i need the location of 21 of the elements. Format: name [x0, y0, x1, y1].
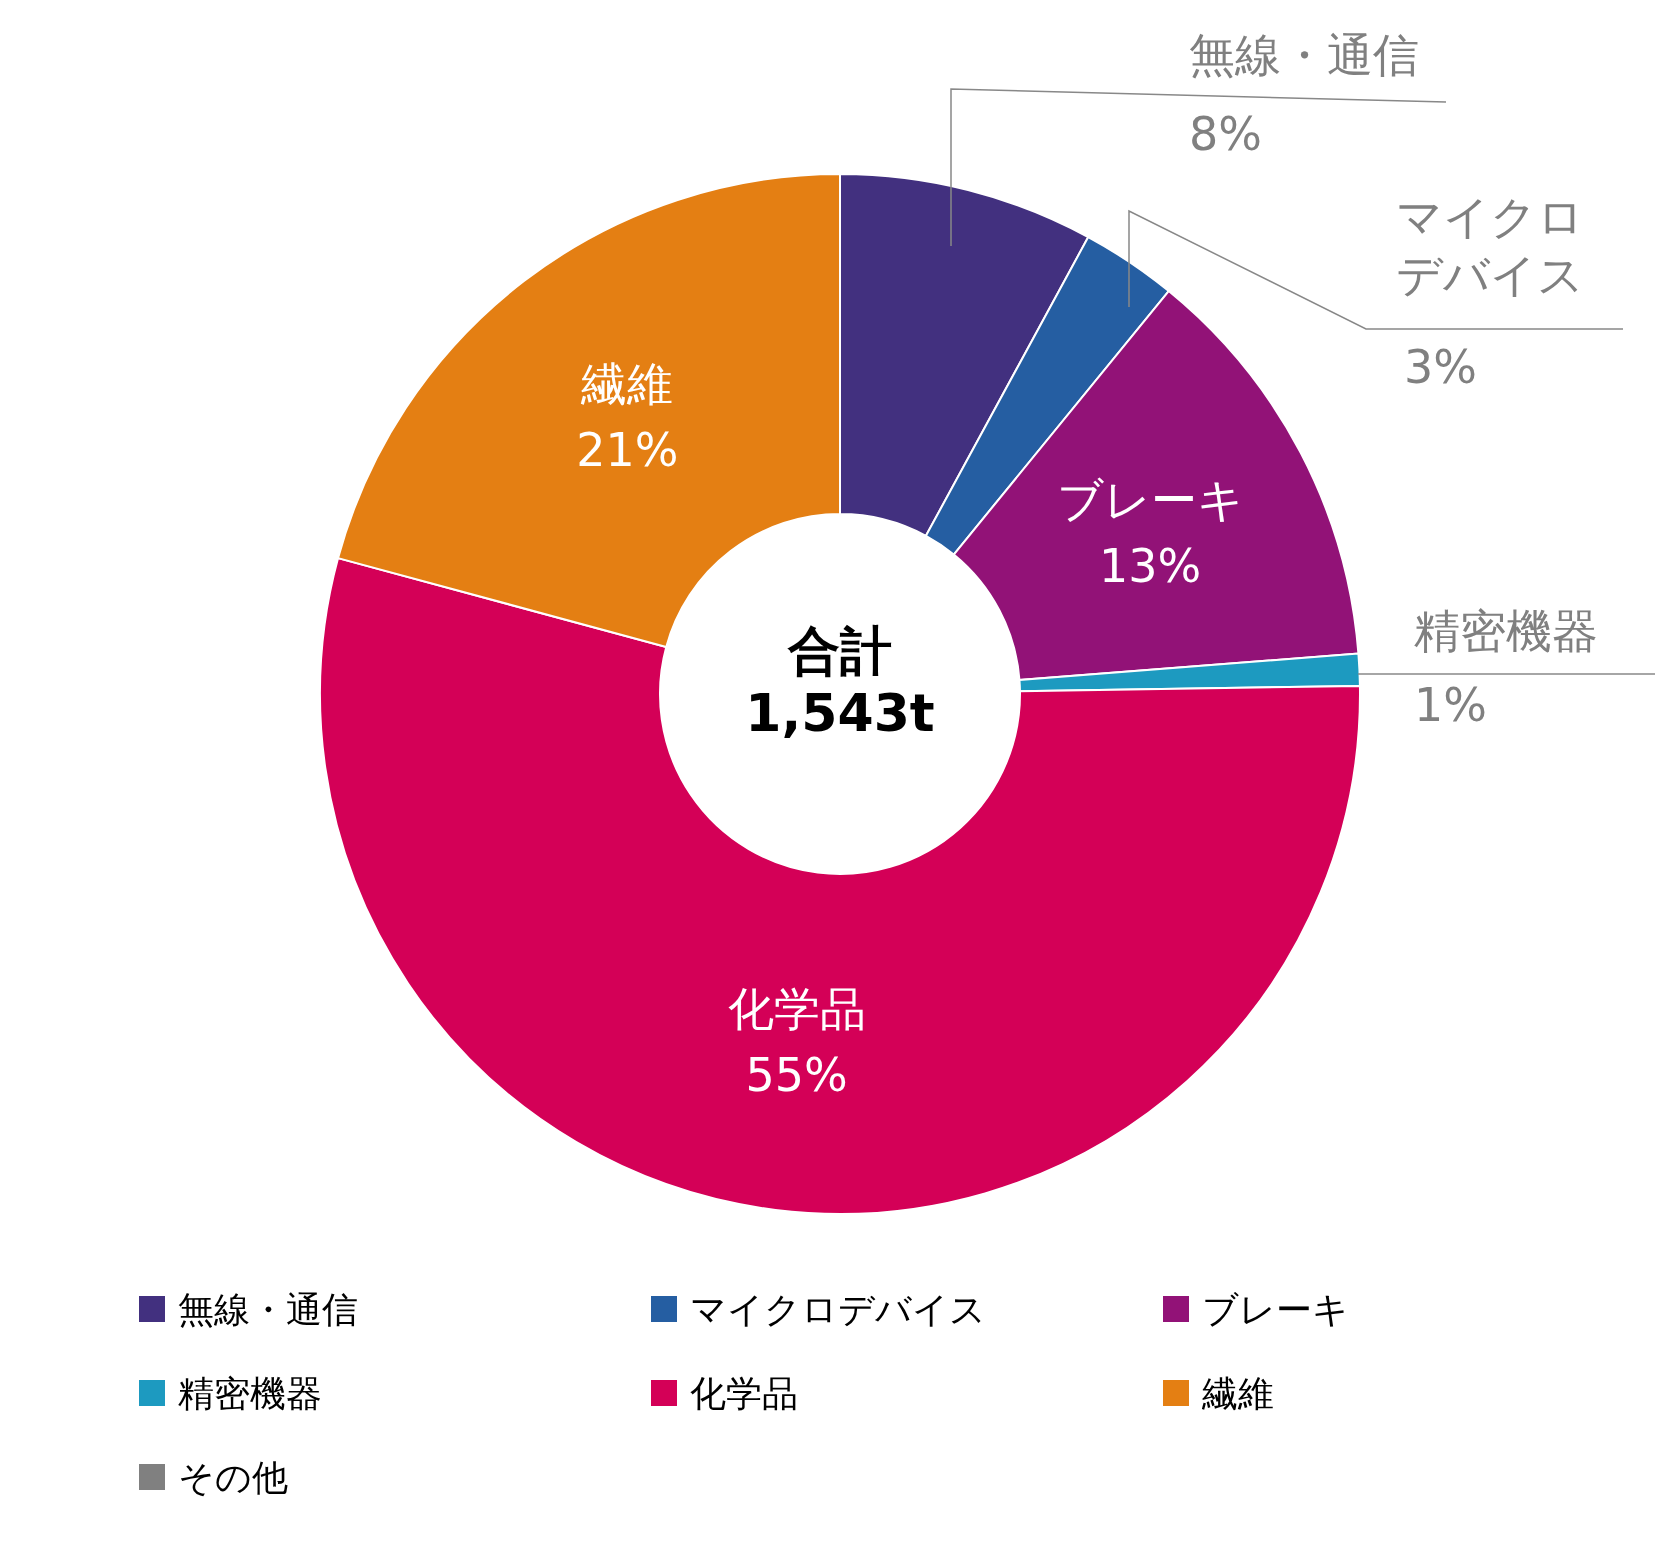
data-label: 8%	[1189, 107, 1262, 161]
legend-label: その他	[178, 1457, 288, 1498]
text: 1,543t	[745, 683, 935, 743]
slice-label: 化学品	[727, 982, 866, 1037]
slice-label: 繊維	[580, 357, 674, 412]
legend-label: マイクロデバイス	[690, 1289, 986, 1330]
legend-label: ブレーキ	[1202, 1289, 1349, 1330]
slice-label: ブレーキ	[1056, 472, 1244, 527]
legend-label: 精密機器	[178, 1373, 322, 1414]
slice-label: 無線・通信	[1189, 27, 1420, 84]
legend-label: 化学品	[690, 1373, 798, 1414]
data-label: 21%	[576, 423, 679, 478]
legend-label: 繊維	[1201, 1373, 1274, 1414]
data-label: 1%	[1414, 678, 1487, 732]
slice-label: 精密機器	[1414, 603, 1599, 660]
slice-label: マイクロデバイス	[1396, 189, 1585, 304]
legend-label: 無線・通信	[178, 1289, 358, 1330]
text: 合計	[787, 621, 892, 681]
data-label: 55%	[745, 1048, 848, 1103]
data-label: 3%	[1404, 340, 1477, 394]
data-label: 13%	[1098, 538, 1202, 593]
